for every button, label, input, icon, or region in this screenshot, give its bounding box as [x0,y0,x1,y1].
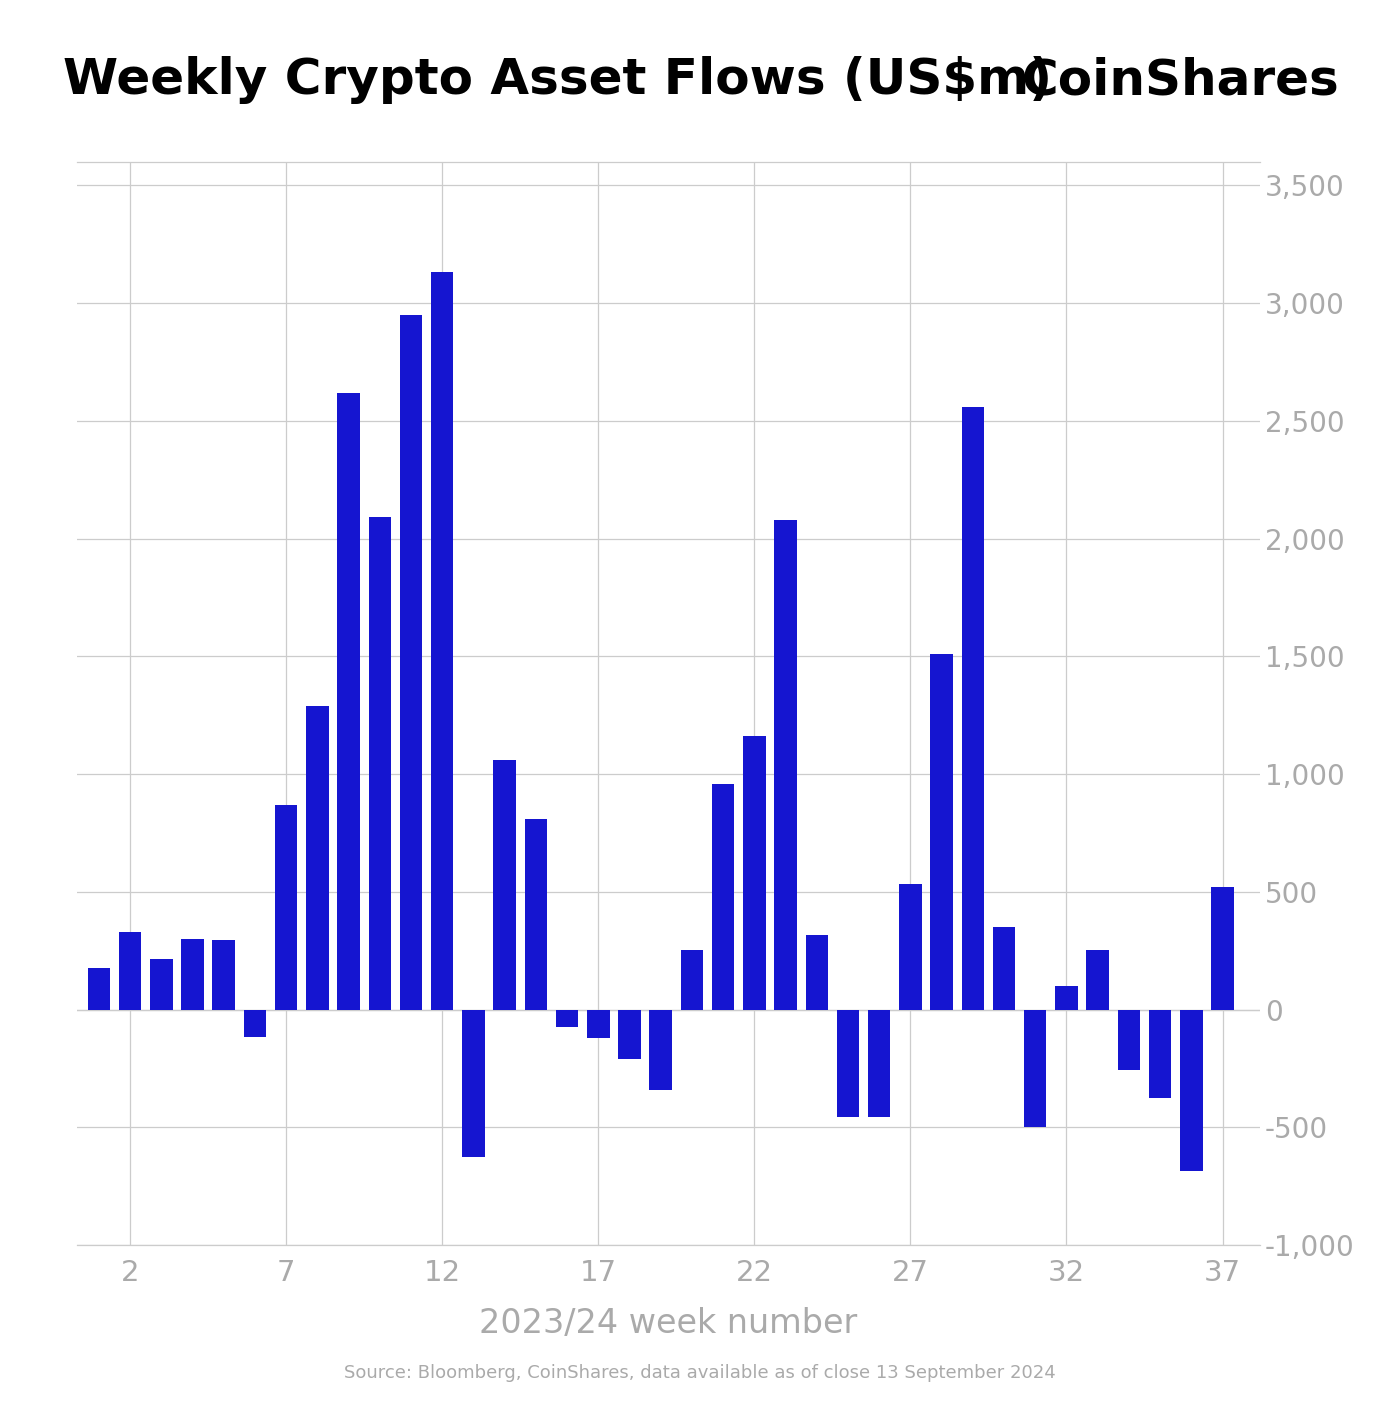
Bar [119,931,141,1010]
Bar [1149,1010,1172,1097]
Bar [244,1010,266,1037]
Bar [556,1010,578,1027]
Text: Weekly Crypto Asset Flows (US$m): Weekly Crypto Asset Flows (US$m) [63,56,1051,104]
Bar [307,706,329,1010]
Bar [88,968,111,1010]
Bar [837,1010,860,1117]
Bar [1086,950,1109,1010]
Bar [431,273,454,1010]
Bar [368,518,391,1010]
Bar [181,938,204,1010]
Bar [931,654,953,1010]
Bar [587,1010,609,1038]
Text: Source: Bloomberg, CoinShares, data available as of close 13 September 2024: Source: Bloomberg, CoinShares, data avai… [344,1363,1056,1382]
Bar [680,950,703,1010]
Bar [525,819,547,1010]
Bar [868,1010,890,1117]
Bar [150,960,172,1010]
Bar [213,940,235,1010]
X-axis label: 2023/24 week number: 2023/24 week number [479,1307,858,1339]
Bar [1117,1010,1140,1069]
Bar [1211,888,1233,1010]
Bar [711,784,735,1010]
Bar [493,760,515,1010]
Bar [619,1010,641,1059]
Bar [1180,1010,1203,1171]
Bar [805,936,827,1010]
Text: CoinShares: CoinShares [1022,56,1340,104]
Bar [337,393,360,1010]
Bar [962,407,984,1010]
Bar [1056,986,1078,1010]
Bar [274,805,297,1010]
Bar [743,736,766,1010]
Bar [1023,1010,1046,1127]
Bar [650,1010,672,1090]
Bar [774,519,797,1010]
Bar [993,927,1015,1010]
Bar [462,1010,484,1157]
Bar [899,884,921,1010]
Bar [400,315,423,1010]
